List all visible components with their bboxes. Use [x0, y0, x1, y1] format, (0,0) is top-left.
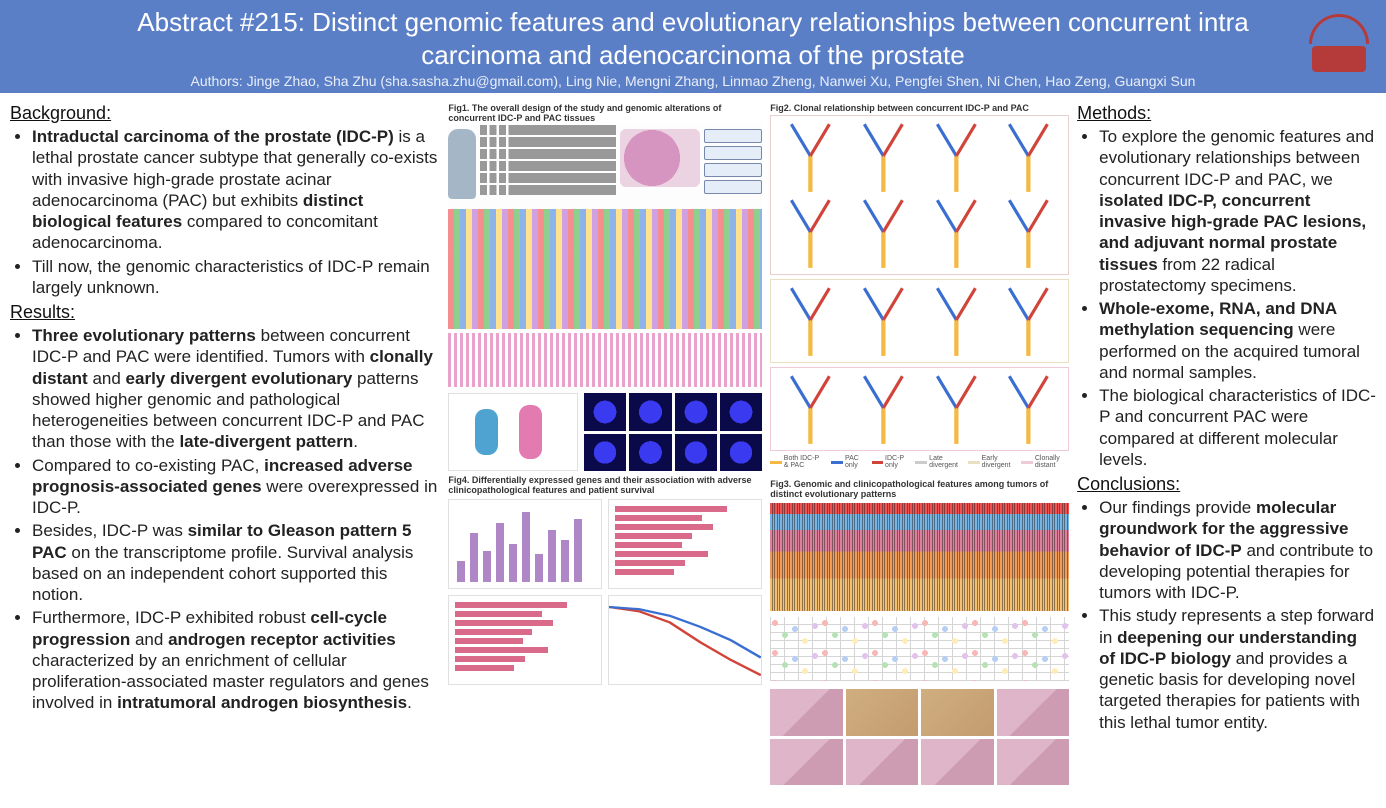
author-line: Authors: Jinge Zhao, Sha Zhu (sha.sasha.…: [20, 73, 1366, 89]
fig1-pipeline: [704, 129, 762, 203]
list-item: Intraductal carcinoma of the prostate (I…: [32, 126, 440, 254]
methods-list: To explore the genomic features and evol…: [1077, 126, 1376, 470]
fig4-km-curve: [608, 595, 762, 685]
fig1-title: Fig1. The overall design of the study an…: [448, 103, 762, 123]
fig4-hbar-chart: [608, 499, 762, 589]
fig1-sample-strips: [480, 125, 616, 203]
list-item: To explore the genomic features and evol…: [1099, 126, 1376, 296]
title-line-2: carcinoma and adenocarcinoma of the pros…: [421, 40, 964, 70]
fig1-cna-track: [448, 333, 762, 387]
poster-header: Abstract #215: Distinct genomic features…: [0, 0, 1386, 93]
phylo-tree: [993, 196, 1064, 270]
list-item: This study represents a step forward in …: [1099, 605, 1376, 733]
fig3: [770, 503, 1069, 785]
fig4-bar-chart: [448, 499, 602, 589]
fig2-title: Fig2. Clonal relationship between concur…: [770, 103, 1069, 113]
poster-body: Background: Intraductal carcinoma of the…: [0, 93, 1386, 798]
fig1-mutation-heatmap: [448, 209, 762, 329]
list-item: Besides, IDC-P was similar to Gleason pa…: [32, 520, 440, 605]
fig3-feature-matrix: [770, 617, 1069, 681]
list-item: Compared to co-existing PAC, increased a…: [32, 455, 440, 519]
middle-column-2: Fig2. Clonal relationship between concur…: [770, 99, 1069, 792]
background-heading: Background:: [10, 103, 440, 124]
background-list: Intraductal carcinoma of the prostate (I…: [10, 126, 440, 298]
phylo-tree: [848, 120, 919, 194]
methods-heading: Methods:: [1077, 103, 1376, 124]
left-column: Background: Intraductal carcinoma of the…: [10, 99, 440, 792]
fig2-legend: Both IDC-P & PACPAC onlyIDC-P onlyLate d…: [770, 453, 1069, 471]
list-item: Three evolutionary patterns between conc…: [32, 325, 440, 453]
phylo-tree: [921, 372, 992, 446]
conclusions-heading: Conclusions:: [1077, 474, 1376, 495]
list-item: Till now, the genomic characteristics of…: [32, 256, 440, 299]
fig1-violin-plot: [448, 393, 577, 471]
phylo-tree: [775, 196, 846, 270]
title-line-1: Abstract #215: Distinct genomic features…: [137, 7, 1248, 37]
fig4: [448, 499, 762, 685]
list-item: The biological characteristics of IDC-P …: [1099, 385, 1376, 470]
fig1: [448, 125, 762, 471]
list-item: Our findings provide molecular groundwor…: [1099, 497, 1376, 603]
phylo-tree: [775, 372, 846, 446]
fig1-body-icon: [448, 129, 476, 199]
fig3-stacked-bars: [770, 503, 1069, 611]
fig4-hbar-chart-2: [448, 595, 602, 685]
fig1-fluorescence-grid: [584, 393, 762, 471]
institution-logo: [1304, 14, 1374, 74]
poster-title: Abstract #215: Distinct genomic features…: [20, 6, 1366, 71]
phylo-tree: [993, 372, 1064, 446]
fig1-histology-icon: [620, 129, 700, 187]
phylo-tree: [993, 120, 1064, 194]
phylo-tree: [993, 284, 1064, 358]
phylo-tree: [775, 120, 846, 194]
list-item: Furthermore, IDC-P exhibited robust cell…: [32, 607, 440, 713]
list-item: Whole-exome, RNA, and DNA methylation se…: [1099, 298, 1376, 383]
phylo-tree: [848, 372, 919, 446]
fig3-histology-grid: [770, 689, 1069, 785]
results-heading: Results:: [10, 302, 440, 323]
phylo-tree: [921, 196, 992, 270]
results-list: Three evolutionary patterns between conc…: [10, 325, 440, 714]
fig4-title: Fig4. Differentially expressed genes and…: [448, 475, 762, 495]
right-column: Methods: To explore the genomic features…: [1077, 99, 1376, 792]
phylo-tree: [775, 284, 846, 358]
phylo-tree: [921, 284, 992, 358]
conclusions-list: Our findings provide molecular groundwor…: [1077, 497, 1376, 733]
phylo-tree: [848, 284, 919, 358]
phylo-tree: [848, 196, 919, 270]
middle-column-1: Fig1. The overall design of the study an…: [448, 99, 762, 792]
fig3-title: Fig3. Genomic and clinicopathological fe…: [770, 479, 1069, 499]
fig2: [770, 115, 1069, 451]
phylo-tree: [921, 120, 992, 194]
